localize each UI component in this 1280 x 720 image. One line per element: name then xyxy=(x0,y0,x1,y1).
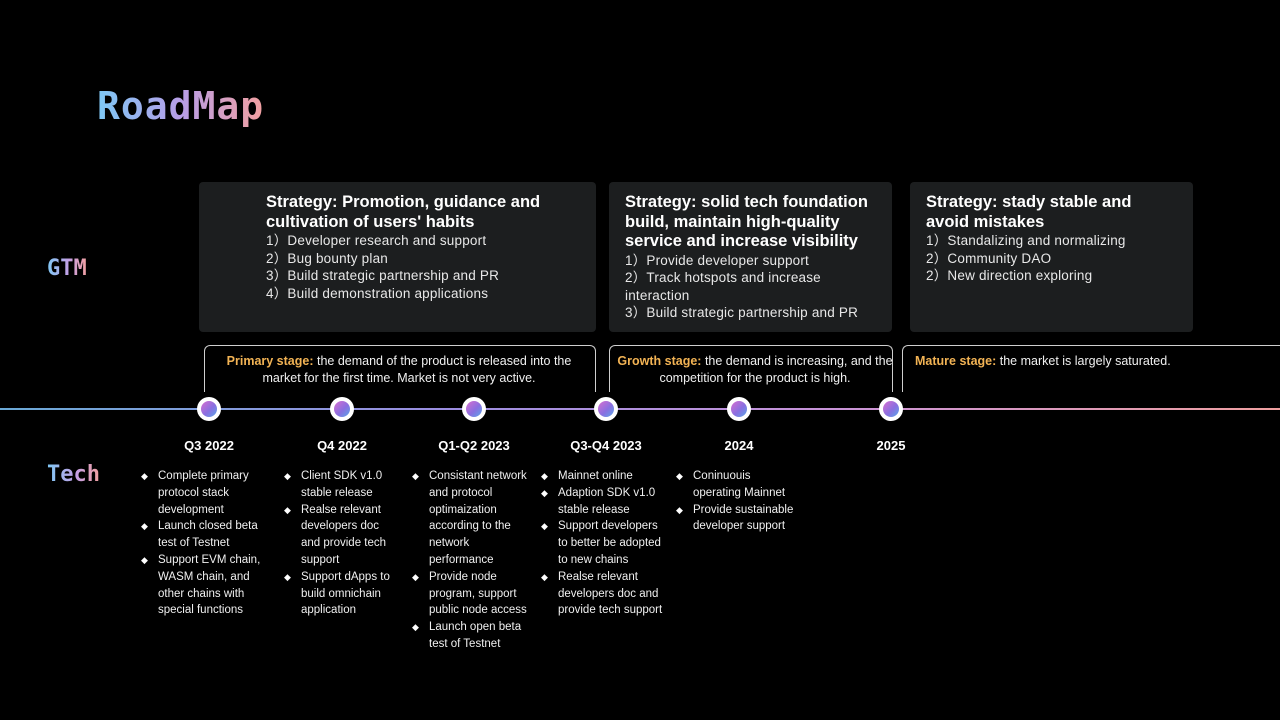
strategy-item: 2）Track hotspots and increase interactio… xyxy=(625,270,821,303)
primary-stage-text: Primary stage: the demand of the product… xyxy=(212,353,586,387)
strategy-item: 4）Build demonstration applications xyxy=(266,285,489,301)
milestone-date: Q3 2022 xyxy=(184,438,234,453)
tech-column-q4-2022: Client SDK v1.0 stable release Realse re… xyxy=(284,468,399,619)
milestone-date: Q1-Q2 2023 xyxy=(438,438,510,453)
tech-item: Support dApps to build omnichain applica… xyxy=(284,569,399,619)
strategy-item: 3）Build strategic partnership and PR xyxy=(266,268,500,283)
milestone-dot xyxy=(330,397,354,421)
tech-item: Launch closed beta test of Testnet xyxy=(141,518,263,552)
milestone-dot xyxy=(594,397,618,421)
milestone-date: 2025 xyxy=(876,438,906,453)
tech-item: Consistant network and protocol optimaiz… xyxy=(412,468,536,569)
tech-label: Tech xyxy=(47,462,100,487)
tech-item: Mainnet online xyxy=(541,468,669,485)
stage-description: the demand is increasing, and the compet… xyxy=(659,354,893,385)
strategy-item: 1）Standalizing and normalizing xyxy=(926,233,1126,248)
stage-description: the demand of the product is released in… xyxy=(262,354,572,385)
strategy-item: 3）Build strategic partnership and PR xyxy=(625,305,859,320)
milestone-dot xyxy=(879,397,903,421)
tech-column-2024: Coninuouis operating Mainnet Provide sus… xyxy=(676,468,800,535)
gtm-strategy-box-3: Strategy: stady stable and avoid mistake… xyxy=(910,182,1193,332)
tech-item: Complete primary protocol stack developm… xyxy=(141,468,263,518)
strategy-item: 2）New direction exploring xyxy=(926,268,1093,283)
stage-label: Mature stage: xyxy=(915,354,997,368)
stage-label: Primary stage: xyxy=(226,354,314,368)
milestone-dot xyxy=(197,397,221,421)
tech-column-q1-q2-2023: Consistant network and protocol optimaiz… xyxy=(412,468,536,653)
tech-item: Client SDK v1.0 stable release xyxy=(284,468,399,502)
gtm-strategy-box-1: Strategy: Promotion, guidance and cultiv… xyxy=(199,182,596,332)
tech-item: Adaption SDK v1.0 stable release xyxy=(541,485,669,519)
strategy-item: 2）Bug bounty plan xyxy=(266,250,388,266)
tech-column-q3-2022: Complete primary protocol stack developm… xyxy=(141,468,263,619)
strategy-heading: Strategy: stady stable and avoid mistake… xyxy=(926,193,1132,231)
mature-stage-text: Mature stage: the market is largely satu… xyxy=(915,353,1205,370)
tech-item: Coninuouis operating Mainnet xyxy=(676,468,800,502)
milestone-date: Q4 2022 xyxy=(317,438,367,453)
stage-bracket-primary xyxy=(204,345,596,392)
tech-item: Support developers to better be adopted … xyxy=(541,518,669,568)
stage-description: the market is largely saturated. xyxy=(996,354,1171,368)
strategy-heading: Strategy: solid tech foundation build, m… xyxy=(625,193,868,250)
tech-item: Realse relevant developers doc and provi… xyxy=(541,569,669,619)
milestone-date: Q3-Q4 2023 xyxy=(570,438,642,453)
tech-item: Provide sustainable developer support xyxy=(676,502,800,536)
tech-item: Support EVM chain, WASM chain, and other… xyxy=(141,552,263,619)
stage-label: Growth stage: xyxy=(617,354,702,368)
strategy-heading: Strategy: Promotion, guidance and cultiv… xyxy=(266,193,541,231)
strategy-item: 1）Provide developer support xyxy=(625,252,810,268)
roadmap-title: RoadMap xyxy=(97,84,265,128)
tech-column-q3-q4-2023: Mainnet online Adaption SDK v1.0 stable … xyxy=(541,468,669,619)
milestone-dot xyxy=(462,397,486,421)
strategy-item: 1）Developer research and support xyxy=(266,233,487,248)
timeline-line xyxy=(0,408,1280,410)
gtm-label: GTM xyxy=(47,256,87,281)
tech-item: Provide node program, support public nod… xyxy=(412,569,536,619)
stage-bracket-growth xyxy=(609,345,893,392)
milestone-date: 2024 xyxy=(724,438,754,453)
stage-bracket-mature xyxy=(902,345,1280,392)
tech-item: Realse relevant developers doc and provi… xyxy=(284,502,399,569)
gtm-strategy-box-2: Strategy: solid tech foundation build, m… xyxy=(609,182,892,332)
milestone-dot xyxy=(727,397,751,421)
tech-item: Launch open beta test of Testnet xyxy=(412,619,536,653)
growth-stage-text: Growth stage: the demand is increasing, … xyxy=(617,353,893,387)
strategy-item: 2）Community DAO xyxy=(926,250,1052,266)
